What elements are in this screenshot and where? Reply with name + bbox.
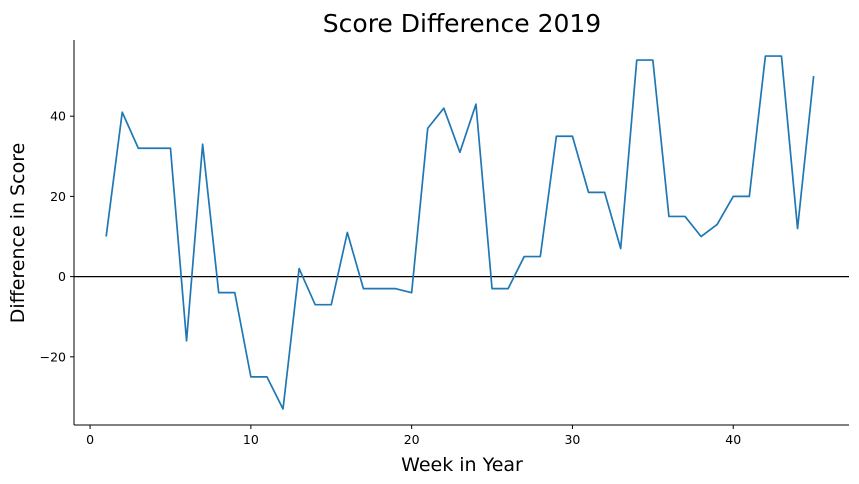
data-point	[765, 55, 767, 57]
data-point	[604, 192, 606, 194]
x-tick-label: 40	[725, 432, 741, 447]
data-point	[282, 408, 284, 410]
data-point	[427, 127, 429, 129]
data-point	[813, 75, 815, 77]
axes	[73, 40, 849, 426]
data-point	[379, 288, 381, 290]
data-point	[781, 55, 783, 57]
chart-title: Score Difference 2019	[323, 9, 601, 38]
y-tick-label: 20	[50, 189, 66, 204]
data-point	[443, 107, 445, 109]
data-point	[234, 292, 236, 294]
y-ticks: −20 0 20 40	[40, 109, 74, 364]
data-point	[202, 143, 204, 145]
data-point	[411, 292, 413, 294]
series-line	[105, 55, 815, 410]
data-point	[218, 292, 220, 294]
y-tick-label: 40	[50, 109, 66, 124]
data-point	[347, 232, 349, 234]
data-point	[700, 236, 702, 238]
data-point	[523, 256, 525, 258]
y-tick-label: −20	[40, 349, 66, 364]
data-point	[491, 288, 493, 290]
data-point	[330, 304, 332, 306]
data-point	[588, 192, 590, 194]
x-tick-label: 30	[564, 432, 580, 447]
data-point	[732, 196, 734, 198]
data-point	[556, 135, 558, 137]
data-point	[363, 288, 365, 290]
x-ticks: 0 10 20 30 40	[86, 425, 741, 447]
x-tick-label: 20	[404, 432, 420, 447]
data-point	[138, 147, 140, 149]
plot-area	[74, 55, 849, 410]
data-point	[797, 228, 799, 230]
data-point	[507, 288, 509, 290]
data-point	[298, 268, 300, 270]
data-point	[539, 256, 541, 258]
data-point	[716, 224, 718, 226]
data-point	[105, 236, 107, 238]
data-point	[684, 216, 686, 218]
data-point	[395, 288, 397, 290]
data-point	[459, 151, 461, 153]
y-tick-label: 0	[58, 269, 66, 284]
data-point	[652, 59, 654, 61]
data-point	[668, 216, 670, 218]
data-point	[121, 111, 123, 113]
data-point	[186, 340, 188, 342]
data-point	[572, 135, 574, 137]
data-point	[620, 248, 622, 250]
data-point	[475, 103, 477, 105]
data-point	[170, 147, 172, 149]
data-point	[154, 147, 156, 149]
x-axis-label: Week in Year	[401, 454, 523, 476]
data-point	[749, 196, 751, 198]
data-point	[314, 304, 316, 306]
data-point	[250, 376, 252, 378]
data-point	[266, 376, 268, 378]
x-tick-label: 10	[243, 432, 259, 447]
y-axis-label: Difference in Score	[7, 143, 29, 324]
data-point	[636, 59, 638, 61]
x-tick-label: 0	[86, 432, 94, 447]
